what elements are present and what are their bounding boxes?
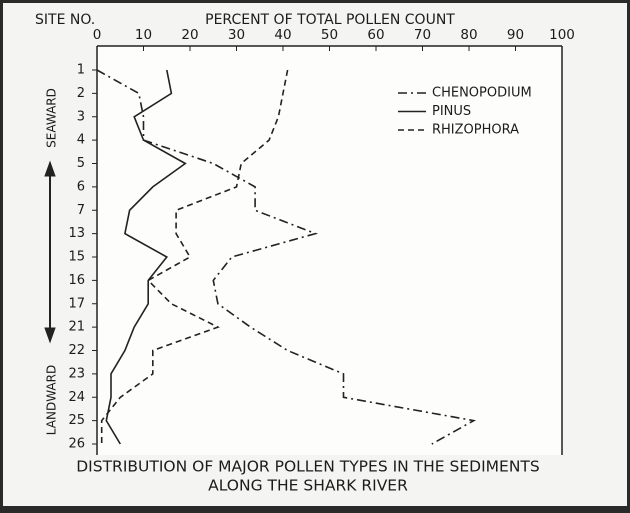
x-tick-label: 0 [93, 27, 102, 43]
y-tick-label: 7 [77, 203, 85, 218]
x-tick-label: 80 [460, 27, 477, 43]
y-tick-label: 15 [68, 250, 85, 265]
y-tick-label: 21 [68, 320, 85, 335]
y-tick-label: 1 [77, 63, 85, 78]
x-tick-label: 20 [181, 27, 198, 43]
y-tick-label: 22 [68, 343, 85, 358]
x-tick-label: 70 [414, 27, 431, 43]
x-tick-label: 30 [228, 27, 245, 43]
x-tick-label: 100 [549, 27, 575, 43]
category-axis-label: SITE NO. [35, 12, 95, 28]
x-tick-label: 60 [367, 27, 384, 43]
direction-arrow [44, 160, 56, 344]
y-tick-label: 17 [68, 296, 85, 311]
direction-label: SEAWARD [45, 88, 59, 148]
data-line [105, 69, 187, 445]
plot-area [97, 46, 562, 455]
y-tick-label: 25 [68, 413, 85, 428]
value-axis-label: PERCENT OF TOTAL POLLEN COUNT [205, 12, 455, 28]
legend-label: PINUS [432, 104, 471, 119]
direction-label: LANDWARD [45, 365, 59, 435]
data-line [96, 69, 477, 445]
data-line [100, 69, 289, 444]
chart-title: ALONG THE SHARK RIVER [208, 477, 408, 495]
chart-title: DISTRIBUTION OF MAJOR POLLEN TYPES IN TH… [76, 458, 540, 476]
y-tick-label: 24 [68, 390, 85, 405]
x-tick-label: 10 [135, 27, 152, 43]
y-tick-label: 6 [77, 179, 85, 194]
y-tick-label: 4 [77, 133, 85, 148]
x-tick-label: 90 [507, 27, 524, 43]
legend-label: RHIZOPHORA [432, 123, 519, 138]
legend-label: CHENOPODIUM [432, 86, 532, 101]
y-tick-label: 5 [77, 156, 85, 171]
y-tick-label: 3 [77, 109, 85, 124]
y-tick-label: 2 [77, 86, 85, 101]
y-tick-label: 16 [68, 273, 85, 288]
y-tick-label: 26 [68, 437, 85, 452]
y-tick-label: 23 [68, 366, 85, 381]
y-tick-label: 13 [68, 226, 85, 241]
x-tick-label: 40 [274, 27, 291, 43]
x-tick-label: 50 [321, 27, 338, 43]
